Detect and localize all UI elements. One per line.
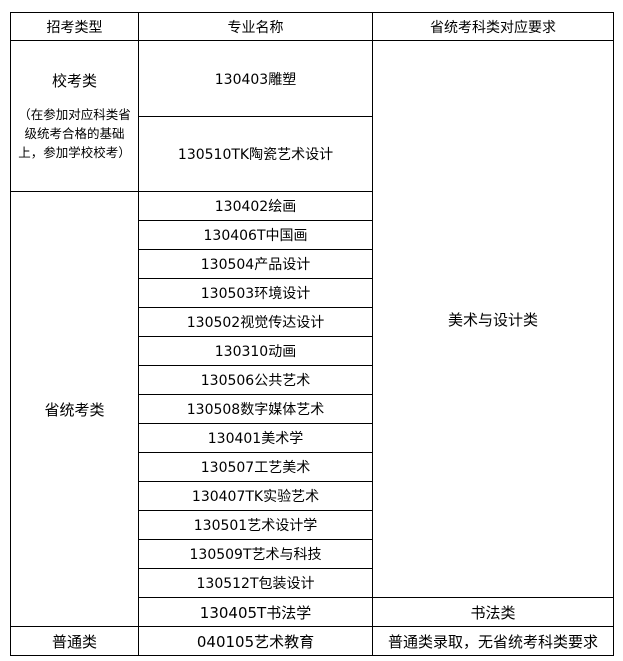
requirement-calligraphy: 书法类 xyxy=(372,597,614,627)
major-cell: 130509T艺术与科技 xyxy=(138,539,373,569)
major-cell: 130501艺术设计学 xyxy=(138,510,373,540)
table-row: 130510TK陶瓷艺术设计 xyxy=(11,116,614,192)
major-cell: 130403雕塑 xyxy=(138,40,373,117)
school-exam-type: 校考类 xyxy=(51,72,97,90)
table-row: 130503环境设计 xyxy=(11,278,614,308)
table-row: 130501艺术设计学 xyxy=(11,510,614,540)
table-row: 省统考类 130402绘画 xyxy=(10,191,614,627)
table-row: 130507工艺美术 xyxy=(11,452,614,482)
table-row: 普通类 040105艺术教育 普通类录取，无省统考科类要求 xyxy=(10,626,614,656)
table-row: 130310动画 xyxy=(11,336,614,366)
provincial-exam-type: 省统考类 xyxy=(10,191,139,627)
admission-table: 招考类型 专业名称 省统考科类对应要求 校考类 （在参加对应科类省级统考合格的基… xyxy=(10,12,614,656)
major-cell: 130502视觉传达设计 xyxy=(138,307,373,337)
header-row: 招考类型 专业名称 省统考科类对应要求 xyxy=(10,12,614,41)
table-row: 130406T中国画 xyxy=(11,220,614,250)
school-exam-note: （在参加对应科类省级统考合格的基础上，参加学校校考） xyxy=(18,107,131,160)
table-row: 130407TK实验艺术 xyxy=(11,481,614,511)
table-row: 130504产品设计 xyxy=(11,249,614,279)
major-cell: 130506公共艺术 xyxy=(138,365,373,395)
table-row: 130509T艺术与科技 xyxy=(11,539,614,569)
major-cell: 130503环境设计 xyxy=(138,278,373,308)
table-row: 130508数字媒体艺术 xyxy=(11,394,614,424)
major-cell: 130310动画 xyxy=(138,336,373,366)
general-type: 普通类 xyxy=(10,626,139,656)
major-cell: 130407TK实验艺术 xyxy=(138,481,373,511)
major-cell: 040105艺术教育 xyxy=(138,626,373,656)
major-cell: 130401美术学 xyxy=(138,423,373,453)
table-row: 130401美术学 xyxy=(11,423,614,453)
table-row: 130506公共艺术 xyxy=(11,365,614,395)
header-type: 招考类型 xyxy=(10,12,139,41)
major-cell: 130510TK陶瓷艺术设计 xyxy=(138,116,373,192)
major-cell: 130508数字媒体艺术 xyxy=(138,394,373,424)
major-cell: 130405T书法学 xyxy=(138,597,373,627)
major-cell: 130406T中国画 xyxy=(138,220,373,250)
school-exam-cell: 校考类 （在参加对应科类省级统考合格的基础上，参加学校校考） xyxy=(10,40,139,192)
table-row: 130502视觉传达设计 xyxy=(11,307,614,337)
major-cell: 130512T包装设计 xyxy=(138,568,373,598)
header-major: 专业名称 xyxy=(138,12,373,41)
table-row: 校考类 （在参加对应科类省级统考合格的基础上，参加学校校考） 130403雕塑 … xyxy=(10,40,614,598)
requirement-general: 普通类录取，无省统考科类要求 xyxy=(372,626,614,656)
header-requirement: 省统考科类对应要求 xyxy=(372,12,614,41)
major-cell: 130507工艺美术 xyxy=(138,452,373,482)
table-row: 130512T包装设计 xyxy=(11,568,614,598)
major-cell: 130504产品设计 xyxy=(138,249,373,279)
table-row: 130405T书法学 书法类 xyxy=(11,597,614,627)
major-cell: 130402绘画 xyxy=(138,191,373,221)
requirement-art-design: 美术与设计类 xyxy=(372,40,614,598)
